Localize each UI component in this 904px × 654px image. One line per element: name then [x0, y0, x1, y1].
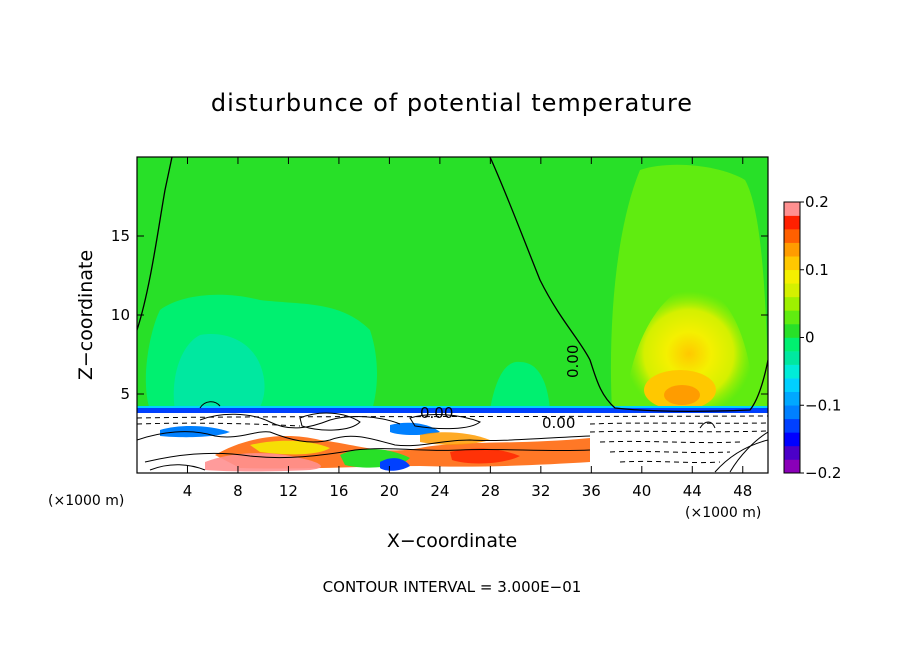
colorbar-swatch-15	[784, 256, 800, 271]
colorbar-swatch-9	[784, 337, 800, 352]
colorbar-tick-label-0: 0.2	[805, 193, 829, 211]
anomaly-patch-orange-mid	[420, 432, 490, 445]
x-tick-label-2: 12	[279, 482, 298, 500]
zero-contour-right	[489, 157, 768, 412]
colorbar-swatch-0	[784, 459, 800, 474]
contour-interval-label: CONTOUR INTERVAL = 3.000E−01	[323, 578, 582, 596]
anomaly-patch-blue-mid	[390, 422, 440, 435]
boundary-contour-10	[714, 439, 768, 473]
colorbar-swatch-19	[784, 202, 800, 216]
cool-region-core	[173, 334, 265, 410]
x-tick-label-8: 36	[582, 482, 601, 500]
x-tick-label-5: 24	[430, 482, 449, 500]
y-tick-label-1: 10	[111, 306, 130, 324]
x-unit-label-right: (×1000 m)	[685, 505, 761, 521]
contour-label-2: 0.00	[420, 404, 453, 422]
plot-area: 0.00 0.00 0.00	[137, 157, 768, 473]
colorbar-swatch-13	[784, 283, 800, 298]
y-tick-label-0: 5	[120, 385, 130, 403]
boundary-contour-1	[137, 431, 591, 447]
colorbar-tick-label-1: 0.1	[805, 261, 829, 279]
x-tick-label-1: 8	[233, 482, 243, 500]
cool-region-mid	[490, 361, 550, 410]
boundary-contour-9	[729, 431, 768, 473]
warm-core-peak	[664, 385, 700, 405]
colorbar-swatch-7	[784, 364, 800, 379]
inversion-band	[137, 408, 768, 413]
contour-label-1: 0.00	[564, 345, 582, 378]
colorbar-swatch-2	[784, 432, 800, 447]
x-tick-label-10: 44	[683, 482, 702, 500]
boundary-contour-4	[409, 414, 481, 430]
anomaly-patch-yellow	[250, 440, 330, 455]
colorbar-swatch-1	[784, 445, 800, 460]
colorbar-swatch-16	[784, 242, 800, 257]
x-tick-label-4: 20	[380, 482, 399, 500]
chart-title: disturbunce of potential temperature	[211, 89, 693, 117]
x-tick-label-7: 32	[531, 482, 550, 500]
colorbar-swatch-6	[784, 378, 800, 392]
colorbar-swatch-4	[784, 405, 800, 420]
colorbar-swatch-12	[784, 296, 800, 311]
colorbar-swatch-17	[784, 229, 800, 243]
colorbar-swatch-18	[784, 215, 800, 230]
colorbar	[784, 202, 800, 474]
boundary-contour-7	[199, 401, 221, 409]
colorbar-tick-label-4: −0.2	[805, 464, 841, 482]
y-tick-label-2: 15	[111, 227, 130, 245]
colorbar-swatch-11	[784, 310, 800, 325]
anomaly-patch-pink	[205, 453, 321, 472]
boundary-contour-6	[149, 464, 206, 471]
x-axis-ticks: 4 8 12 16 20 24 28 32 36 40 44 48	[183, 157, 752, 500]
colorbar-ticks: 0.2 0.1 0 −0.1 −0.2	[800, 193, 841, 482]
x-tick-label-9: 40	[632, 482, 651, 500]
x-tick-label-6: 28	[481, 482, 500, 500]
contour-label-3: 0.00	[542, 414, 575, 432]
anomaly-patch-blue	[380, 458, 410, 471]
inversion-band-edge	[137, 406, 768, 408]
boundary-contour-5	[299, 412, 361, 431]
y-axis-title: Z−coordinate	[75, 250, 97, 380]
colorbar-swatch-3	[784, 418, 800, 433]
colorbar-tick-label-3: −0.1	[805, 396, 841, 414]
anomaly-patch-red-2	[450, 448, 520, 464]
x-tick-label-11: 48	[733, 482, 752, 500]
x-tick-label-0: 4	[183, 482, 193, 500]
colorbar-swatch-8	[784, 351, 800, 365]
y-axis-ticks: 5 10 15	[111, 227, 768, 403]
colorbar-tick-label-2: 0	[805, 329, 815, 347]
x-axis-title: X−coordinate	[387, 530, 517, 552]
boundary-contour-2	[144, 448, 591, 463]
colorbar-swatch-14	[784, 269, 800, 284]
x-tick-label-3: 16	[329, 482, 348, 500]
colorbar-swatch-5	[784, 391, 800, 406]
zero-contour-left	[137, 157, 173, 331]
x-unit-label-left: (×1000 m)	[48, 493, 124, 509]
colorbar-swatch-10	[784, 323, 800, 338]
negative-contours	[137, 415, 768, 464]
boundary-contour-8	[699, 421, 716, 429]
